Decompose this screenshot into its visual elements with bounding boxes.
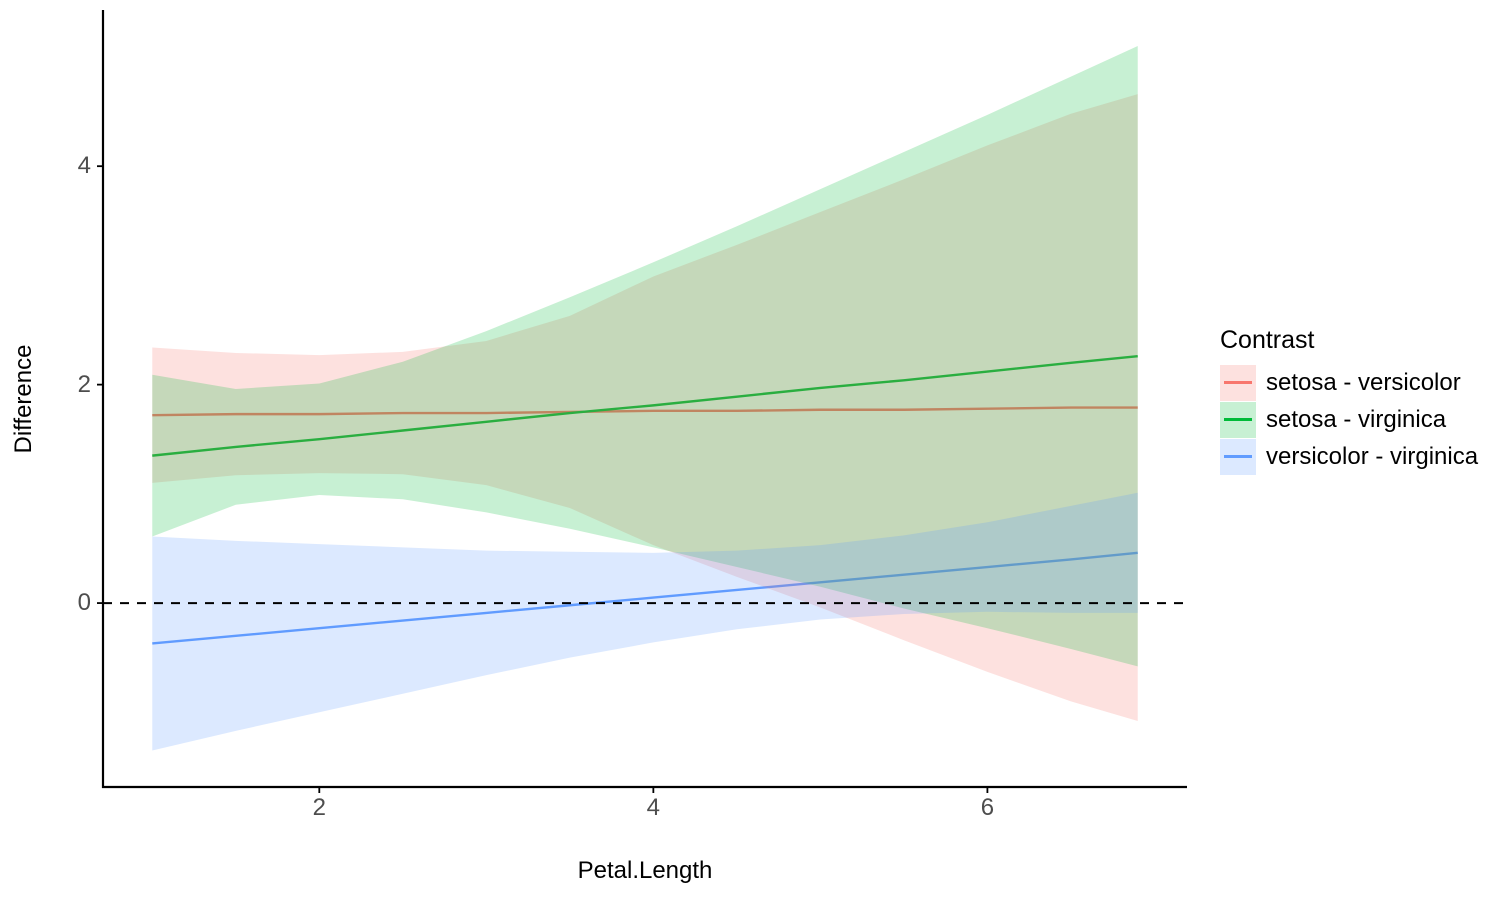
legend-item-label: setosa - versicolor: [1266, 368, 1461, 396]
y-axis-title: Difference: [10, 344, 37, 453]
legend-item-setosa-versicolor: setosa - versicolor: [1220, 364, 1478, 401]
fit-line-2: [152, 551, 1138, 645]
confidence-ribbon-2: [152, 492, 1138, 751]
confidence-ribbon-1: [152, 46, 1138, 667]
legend: Contrast setosa - versicolor setosa - vi…: [1220, 326, 1478, 475]
fit-line-1: [152, 355, 1138, 457]
legend-key-icon: [1220, 438, 1256, 475]
legend-key-icon: [1220, 364, 1256, 401]
fit-line-0: [152, 406, 1138, 417]
legend-item-label: setosa - virginica: [1266, 405, 1447, 433]
x-axis-title: Petal.Length: [577, 857, 713, 884]
legend-item-setosa-virginica: setosa - virginica: [1220, 401, 1478, 438]
confidence-ribbon-0: [152, 94, 1138, 722]
y-tick-label: 0: [77, 589, 91, 617]
y-tick-label: 2: [77, 370, 91, 398]
x-tick-label: 4: [646, 794, 661, 821]
legend-key-icon: [1220, 401, 1256, 438]
x-tick-label: 2: [312, 794, 326, 821]
legend-title: Contrast: [1220, 326, 1315, 354]
x-tick-label: 6: [980, 794, 995, 821]
legend-item-versicolor-virginica: versicolor - virginica: [1220, 438, 1478, 475]
y-tick-label: 4: [77, 152, 91, 180]
legend-item-label: versicolor - virginica: [1266, 442, 1479, 470]
